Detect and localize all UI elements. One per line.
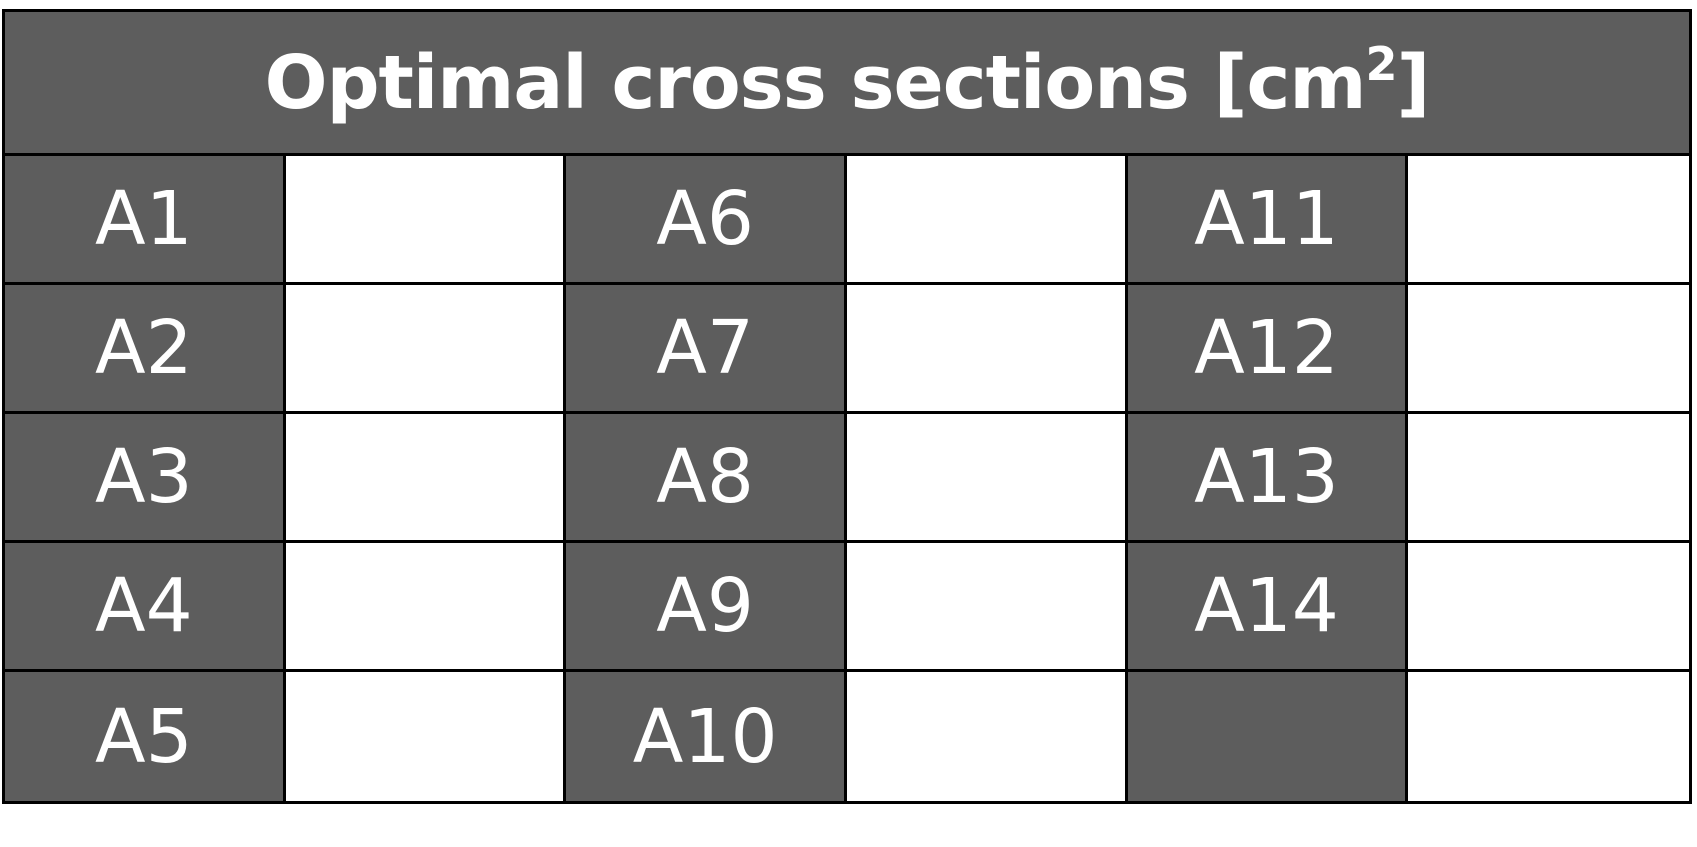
table-title-row: Optimal cross sections [cm2] xyxy=(5,12,1689,156)
table-title: Optimal cross sections [cm2] xyxy=(265,41,1431,120)
value-cell[interactable] xyxy=(846,543,1128,672)
label-cell: A3 xyxy=(5,414,286,543)
table-grid: A1 A6 A11 A2 A7 A12 A3 A8 A13 A4 A9 A14 … xyxy=(5,156,1689,801)
label-cell: A1 xyxy=(5,156,286,285)
label-cell: A9 xyxy=(566,543,847,672)
table-title-end: ] xyxy=(1396,39,1431,126)
value-cell[interactable] xyxy=(285,285,567,414)
label-cell: A6 xyxy=(566,156,847,285)
value-cell[interactable] xyxy=(1408,543,1689,672)
value-cell[interactable] xyxy=(285,414,567,543)
table-title-main: Optimal cross sections [cm xyxy=(264,39,1367,126)
value-cell[interactable] xyxy=(285,543,567,672)
label-cell: A13 xyxy=(1127,414,1409,543)
value-cell[interactable] xyxy=(846,285,1128,414)
value-cell[interactable] xyxy=(285,672,567,801)
table-title-superscript: 2 xyxy=(1365,36,1397,91)
label-cell: A14 xyxy=(1127,543,1409,672)
value-cell[interactable] xyxy=(1408,672,1689,801)
value-cell[interactable] xyxy=(1408,156,1689,285)
cross-sections-table: Optimal cross sections [cm2] A1 A6 A11 A… xyxy=(2,9,1692,804)
label-cell: A12 xyxy=(1127,285,1409,414)
label-cell: A2 xyxy=(5,285,286,414)
label-cell xyxy=(1127,672,1409,801)
value-cell[interactable] xyxy=(846,156,1128,285)
label-cell: A10 xyxy=(566,672,847,801)
value-cell[interactable] xyxy=(1408,285,1689,414)
label-cell: A5 xyxy=(5,672,286,801)
label-cell: A8 xyxy=(566,414,847,543)
value-cell[interactable] xyxy=(1408,414,1689,543)
value-cell[interactable] xyxy=(846,672,1128,801)
value-cell[interactable] xyxy=(285,156,567,285)
label-cell: A11 xyxy=(1127,156,1409,285)
value-cell[interactable] xyxy=(846,414,1128,543)
label-cell: A7 xyxy=(566,285,847,414)
label-cell: A4 xyxy=(5,543,286,672)
